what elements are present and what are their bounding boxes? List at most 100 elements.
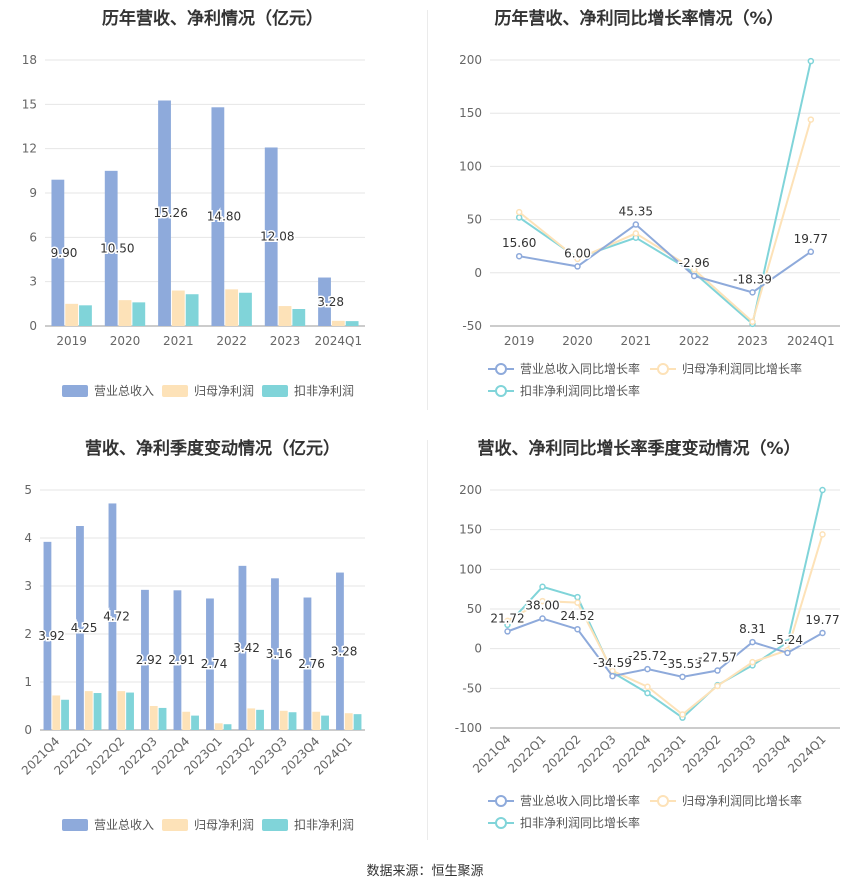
y-tick-label: 4 [24, 531, 32, 545]
y-tick-label: 0 [474, 642, 482, 656]
bar [118, 300, 132, 326]
bar [171, 290, 185, 326]
bar [108, 503, 117, 730]
bar [84, 691, 93, 730]
data-label: 2.91 [168, 653, 195, 667]
annual-growth-panel: 历年营收、净利同比增长率情况（%） -50 0 50 100 150 200 2019 202… [428, 0, 850, 420]
y-tick-label: -50 [462, 681, 482, 695]
legend-item-revenue-growth[interactable]: 营业总收入同比增长率 [488, 360, 640, 377]
series-line [518, 119, 812, 324]
x-tick-label: 2023 [270, 334, 301, 348]
quarterly-bar-chart-title: 营收、净利季度变动情况（亿元） [85, 439, 340, 459]
data-point [807, 116, 815, 123]
data-point [644, 689, 651, 697]
legend-item-revenue-growth-q[interactable]: 营业总收入同比增长率 [488, 792, 640, 809]
legend-swatch-parent-growth [650, 362, 676, 376]
data-point [749, 289, 756, 296]
data-label: 2.76 [298, 657, 325, 671]
bar [288, 712, 297, 730]
y-tick-label: 0 [29, 319, 37, 333]
bar [126, 692, 134, 730]
annual-line-chart-title: 历年营收、净利同比增长率情况（%） [494, 9, 784, 29]
data-label: 3.28 [331, 644, 358, 658]
data-label: -2.96 [679, 256, 710, 270]
bar [191, 715, 199, 730]
data-point [574, 625, 581, 633]
data-label: 15.60 [502, 236, 536, 250]
vertical-divider-bottom [427, 440, 428, 840]
legend-item-revenue[interactable]: 营业总收入 [62, 382, 154, 399]
bar [239, 292, 252, 326]
legend-swatch-deducted-profit [262, 384, 288, 397]
data-point [819, 486, 826, 494]
data-label: 19.77 [805, 613, 839, 627]
bar [321, 715, 329, 730]
data-label: 3.28 [317, 295, 344, 309]
y-tick-label: 9 [29, 186, 37, 200]
y-tick-label: 15 [22, 97, 37, 111]
bar [279, 710, 288, 730]
bar [104, 170, 118, 326]
data-point [632, 230, 640, 237]
data-point [644, 683, 651, 690]
data-point [714, 667, 721, 674]
x-tick-label: 2021 [621, 334, 652, 348]
legend-item-parent-profit-q[interactable]: 归母净利润 [162, 816, 254, 833]
y-tick-label: 150 [459, 523, 482, 537]
x-tick-label: 2022 [216, 334, 247, 348]
legend-item-parent-growth[interactable]: 归母净利润同比增长率 [650, 360, 802, 377]
data-label: 45.35 [619, 205, 653, 219]
bar [331, 320, 345, 326]
data-point [515, 208, 523, 216]
bar [303, 597, 312, 730]
data-point [807, 248, 815, 256]
bar [214, 723, 223, 730]
x-tick-label: 2019 [56, 334, 87, 348]
annual-line-chart: -50 0 50 100 150 200 2019 2020 2021 2022 2023 2024Q… [459, 53, 840, 348]
bar [76, 526, 84, 730]
bar [312, 711, 321, 730]
data-label: 2.74 [201, 657, 228, 671]
legend-item-revenue-q[interactable]: 营业总收入 [62, 816, 154, 833]
data-point [749, 658, 756, 666]
y-tick-label: 50 [467, 602, 482, 616]
vertical-divider-top [427, 10, 428, 410]
legend-item-parent-growth-q[interactable]: 归母净利润同比增长率 [650, 792, 802, 809]
data-label: -27.57 [698, 651, 737, 665]
y-tick-label: 3 [24, 579, 32, 593]
x-tick-label: 2021 [163, 334, 194, 348]
bar [206, 598, 214, 730]
y-tick-label: 50 [467, 213, 482, 227]
legend-swatch-revenue-growth-q [488, 794, 514, 808]
bar [353, 714, 362, 730]
bar [292, 309, 306, 326]
legend-item-deducted-profit-q[interactable]: 扣非净利润 [262, 816, 354, 833]
data-source-footer: 数据来源：恒生聚源 [366, 864, 484, 879]
data-point [609, 672, 616, 680]
bar [182, 711, 191, 730]
bar [225, 289, 239, 326]
y-tick-label: -50 [462, 319, 482, 333]
legend-item-parent-profit[interactable]: 归母净利润 [162, 382, 254, 399]
series-line [507, 534, 824, 716]
data-point [819, 531, 826, 538]
legend-swatch-deducted-profit-q [262, 818, 288, 831]
data-label: -34.59 [593, 656, 632, 670]
data-label: 12.08 [260, 230, 294, 244]
legend-item-deducted-growth[interactable]: 扣非净利润同比增长率 [488, 382, 640, 399]
bar [61, 699, 69, 730]
legend-item-deducted-profit[interactable]: 扣非净利润 [262, 382, 354, 399]
y-tick-label: 18 [22, 53, 37, 67]
legend-item-deducted-growth-q[interactable]: 扣非净利润同比增长率 [488, 814, 640, 831]
data-point [784, 649, 791, 657]
data-point [539, 615, 546, 622]
bar [185, 294, 199, 326]
bar [43, 541, 52, 730]
y-tick-label: 0 [24, 723, 32, 737]
bar [247, 708, 256, 730]
y-tick-label: 2 [24, 627, 32, 641]
y-tick-label: 0 [474, 266, 482, 280]
data-point [574, 255, 581, 263]
x-tick-label: 2023 [737, 334, 768, 348]
legend-swatch-revenue-growth [488, 362, 514, 376]
